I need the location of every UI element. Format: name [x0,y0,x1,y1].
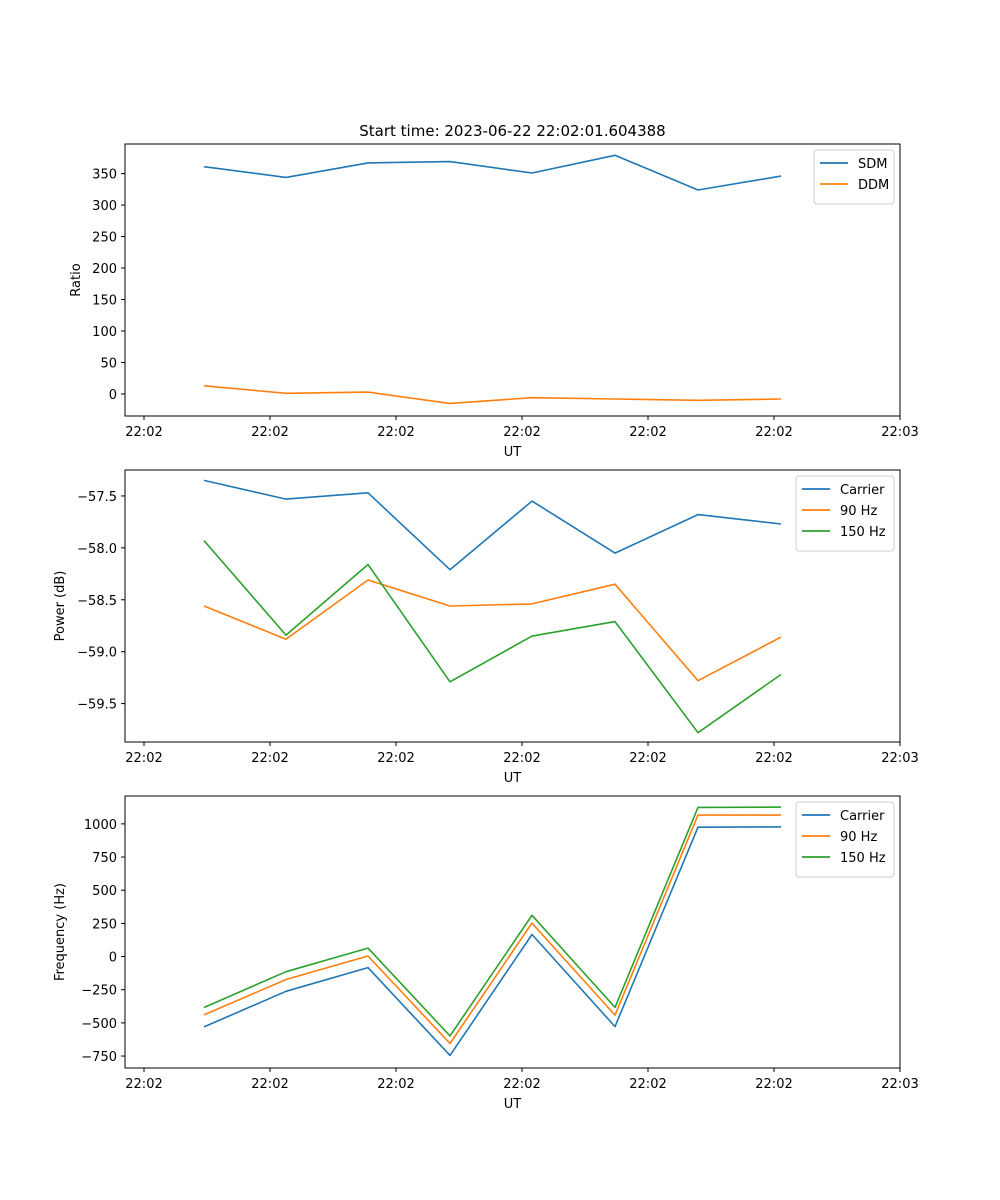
y-tick-label: 300 [92,199,117,214]
axes-frame [124,795,901,1069]
series-line-carrier [203,479,782,571]
y-tick-label: 750 [92,851,117,866]
series-line-150-hz [203,806,782,1037]
y-tick-label: 150 [92,294,117,309]
x-tick-label: 22:02 [377,1077,414,1092]
y-tick-label: 0 [109,388,117,403]
y-tick-label: 0 [109,951,117,966]
x-tick-label: 22:03 [881,1077,918,1092]
y-axis-label: Power (dB) [53,571,68,642]
x-tick-label: 22:02 [629,425,666,440]
chart-title: Start time: 2023-06-22 22:02:01.604388 [359,122,665,140]
legend-box [795,475,895,552]
legend-label: Carrier [840,809,885,824]
series-line-ddm [203,385,782,405]
y-tick-label: 100 [92,325,117,340]
x-tick-label: 22:02 [755,751,792,766]
y-tick-label: −59.0 [77,646,117,661]
series-line-90-hz [203,579,782,682]
legend-label: 90 Hz [840,830,877,845]
y-tick-label: −57.5 [77,490,117,505]
x-tick-label: 22:02 [125,1077,162,1092]
axes-frame [124,143,901,417]
x-tick-label: 22:03 [881,751,918,766]
chart-panel-1: 22:02 22:02 22:02 22:02 22:02 22:02 22:03 0 50 10… [69,143,919,460]
legend-label: 90 Hz [840,504,877,519]
x-tick-label: 22:02 [377,425,414,440]
chart-panel-2: 22:02 22:02 22:02 22:02 22:02 22:02 22:03 −59.5… [53,469,919,786]
x-axis-label: UT [504,1097,522,1112]
y-tick-label: 50 [100,356,117,371]
y-tick-label: 250 [92,917,117,932]
legend-label: 150 Hz [840,851,886,866]
series-line-90-hz [203,814,781,1045]
legend: Carrier 90 Hz 150 Hz [795,475,895,552]
y-tick-label: −750 [81,1050,117,1065]
x-tick-label: 22:02 [125,751,162,766]
y-axis-label: Ratio [69,263,84,296]
x-tick-label: 22:03 [881,425,918,440]
y-axis-label: Frequency (Hz) [53,883,68,981]
legend-label: 150 Hz [840,525,886,540]
legend: SDM DDM [813,149,895,205]
x-tick-label: 22:02 [755,1077,792,1092]
x-axis-label: UT [504,771,522,786]
series-line-carrier [203,826,782,1057]
x-axis-label: UT [504,445,522,460]
x-tick-label: 22:02 [629,1077,666,1092]
legend-box [795,801,895,878]
y-tick-label: 200 [92,262,117,277]
y-tick-label: −58.0 [77,542,117,557]
axes-frame [124,469,901,743]
x-tick-label: 22:02 [251,751,288,766]
x-tick-label: 22:02 [251,1077,288,1092]
x-tick-label: 22:02 [755,425,792,440]
x-tick-label: 22:02 [251,425,288,440]
chart-panel-3: 22:02 22:02 22:02 22:02 22:02 22:02 22:03 −750 −… [53,795,919,1112]
series-line-sdm [203,154,782,191]
y-tick-label: −58.5 [77,594,117,609]
y-tick-label: −59.5 [77,698,117,713]
y-tick-label: −250 [81,984,117,999]
y-tick-label: 350 [92,168,117,183]
legend: Carrier 90 Hz 150 Hz [795,801,895,878]
x-tick-label: 22:02 [503,751,540,766]
series-line-150-hz [203,540,782,734]
x-tick-label: 22:02 [629,751,666,766]
x-tick-label: 22:02 [377,751,414,766]
legend-label: SDM [858,157,887,172]
y-tick-label: −500 [81,1017,117,1032]
y-tick-label: 500 [92,884,117,899]
x-tick-label: 22:02 [125,425,162,440]
legend-label: DDM [858,178,889,193]
x-tick-label: 22:02 [503,425,540,440]
x-tick-label: 22:02 [503,1077,540,1092]
y-tick-label: 250 [92,231,117,246]
y-tick-label: 1000 [84,818,117,833]
legend-label: Carrier [840,483,885,498]
